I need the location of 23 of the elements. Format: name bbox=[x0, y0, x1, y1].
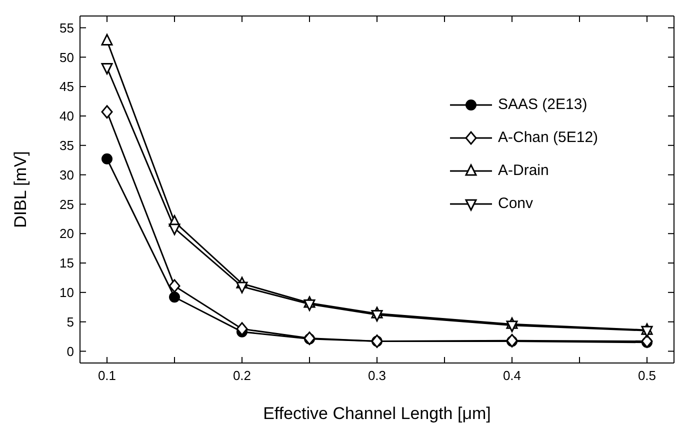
y-tick-label: 55 bbox=[60, 20, 74, 36]
y-tick-label: 30 bbox=[60, 167, 74, 182]
x-tick-label: 0.3 bbox=[368, 368, 386, 384]
y-tick-label: 10 bbox=[60, 285, 74, 300]
y-tick-label: 20 bbox=[60, 226, 74, 242]
y-tick-label: 40 bbox=[60, 108, 74, 124]
x-tick-label: 0.4 bbox=[502, 368, 522, 384]
legend-label: Conv bbox=[498, 195, 534, 212]
y-axis-title: DIBL [mV] bbox=[11, 151, 30, 228]
y-tick-label: 25 bbox=[60, 196, 74, 212]
y-tick-label: 15 bbox=[60, 256, 74, 271]
y-tick-label: 45 bbox=[60, 79, 74, 94]
x-tick-label: 0.5 bbox=[638, 368, 656, 384]
x-axis-title: Effective Channel Length [μm] bbox=[263, 404, 491, 423]
legend-label: SAAS (2E13) bbox=[498, 96, 588, 113]
y-tick-label: 35 bbox=[60, 138, 74, 154]
legend-label: A-Chan (5E12) bbox=[498, 129, 598, 146]
y-tick-label: 50 bbox=[60, 50, 74, 65]
legend-label: A-Drain bbox=[498, 162, 549, 179]
y-tick-label: 5 bbox=[66, 314, 74, 330]
x-tick-label: 0.2 bbox=[232, 368, 252, 384]
y-tick-label: 0 bbox=[66, 344, 74, 359]
x-tick-label: 0.1 bbox=[98, 368, 116, 384]
